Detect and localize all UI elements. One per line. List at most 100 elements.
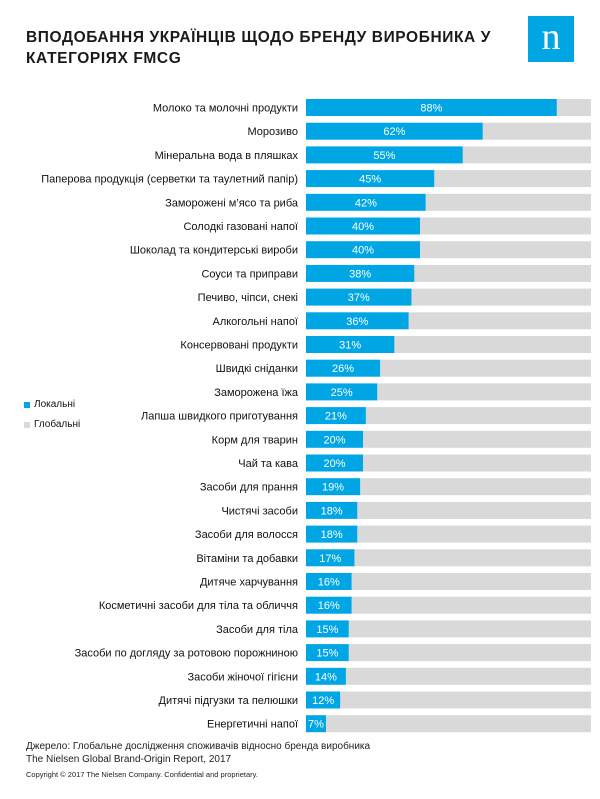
legend: Локальні Глобальні: [24, 398, 80, 438]
category-label: Соуси та приправи: [201, 268, 298, 280]
bar-local: [306, 264, 415, 282]
value-label-local: 38%: [349, 268, 371, 280]
category-label: Засоби жіночої гігієни: [188, 671, 298, 683]
category-label: Заморожена їжа: [214, 387, 299, 399]
bar-local: [306, 170, 435, 188]
category-label: Лапша швидкого приготування: [141, 411, 298, 423]
value-label-local: 31%: [339, 340, 361, 352]
bar-global: [377, 383, 591, 401]
category-label: Паперова продукція (серветки та таулетни…: [41, 174, 298, 186]
value-label-local: 36%: [346, 316, 368, 328]
category-label: Косметичні засоби для тіла та обличчя: [99, 600, 298, 612]
bar-local: [306, 146, 463, 164]
bar-global: [325, 715, 591, 733]
bar-global: [357, 525, 591, 543]
value-label-local: 17%: [319, 553, 341, 565]
category-label: Засоби для волосся: [195, 529, 298, 541]
bar-global: [380, 359, 591, 377]
value-label-local: 16%: [318, 577, 340, 589]
category-label: Енергетичні напої: [207, 719, 298, 731]
category-label: Швидкі сніданки: [216, 363, 298, 375]
value-label-local: 14%: [315, 671, 337, 683]
bar-local: [306, 217, 420, 235]
bar-local: [306, 122, 483, 140]
bar-local: [306, 525, 358, 543]
bar-local: [306, 596, 352, 614]
bar-global: [345, 667, 591, 685]
bar-global: [408, 312, 591, 330]
bar-global: [357, 501, 591, 519]
value-label-local: 20%: [323, 458, 345, 470]
bar-global: [411, 288, 591, 306]
bar-local: [306, 383, 378, 401]
legend-swatch-local: [24, 402, 30, 408]
value-label-local: 16%: [318, 600, 340, 612]
value-label-local: 42%: [355, 197, 377, 209]
value-label-local: 26%: [332, 363, 354, 375]
value-label-local: 21%: [325, 411, 347, 423]
value-label-local: 15%: [316, 648, 338, 660]
category-label: Шоколад та кондитерські вироби: [130, 245, 298, 257]
category-label: Молоко та молочні продукти: [153, 103, 298, 115]
value-label-local: 18%: [321, 529, 343, 541]
bar-global: [348, 644, 591, 662]
value-label-local: 25%: [331, 387, 353, 399]
chart-title: ВПОДОБАННЯ УКРАЇНЦІВ ЩОДО БРЕНДУ ВИРОБНИ…: [26, 29, 491, 67]
category-label: Морозиво: [247, 126, 298, 138]
source-line-1: Джерело: Глобальне дослідження споживачі…: [26, 741, 371, 752]
bar-global: [363, 430, 591, 448]
bar-global: [425, 193, 591, 211]
bar-local: [306, 336, 395, 353]
value-label-local: 62%: [383, 126, 405, 138]
category-label: Дитячі підгузки та пелюшки: [159, 695, 298, 707]
bar-global: [351, 573, 591, 590]
bar-local: [306, 549, 355, 567]
value-label-local: 7%: [308, 719, 324, 731]
category-label: Засоби для прання: [200, 482, 298, 494]
bar-local: [306, 193, 426, 211]
bar-local: [306, 478, 361, 496]
category-label: Засоби по догляду за ротовою порожниною: [75, 648, 298, 660]
value-label-local: 55%: [373, 150, 395, 162]
bar-global: [365, 407, 591, 425]
value-label-local: 12%: [312, 695, 334, 707]
bar-local: [306, 288, 412, 306]
bar-global: [420, 241, 591, 259]
value-label-local: 45%: [359, 174, 381, 186]
bar-local: [306, 573, 352, 590]
bar-local: [306, 99, 557, 116]
bar-global: [354, 549, 591, 567]
bar-global: [434, 170, 591, 188]
category-label: Мінеральна вода в пляшках: [155, 150, 299, 162]
category-label: Заморожені м’ясо та риба: [165, 197, 299, 209]
bar-global: [351, 596, 591, 614]
logo-letter: n: [541, 16, 561, 58]
value-label-local: 37%: [348, 292, 370, 304]
legend-swatch-global: [24, 422, 30, 428]
bar-local: [306, 430, 363, 448]
legend-label-local: Локальні: [34, 399, 76, 410]
bar-local: [306, 407, 366, 425]
bar-local: [306, 359, 381, 377]
bar-global: [340, 691, 591, 709]
bar-global: [556, 99, 591, 116]
value-label-local: 18%: [321, 505, 343, 517]
bar-local: [306, 620, 349, 638]
bar-local: [306, 241, 420, 259]
category-label: Чистячі засоби: [221, 505, 298, 517]
category-label: Вітаміни та добавки: [196, 553, 298, 565]
bar-global: [462, 146, 591, 164]
category-label: Солодкі газовані напої: [183, 221, 298, 233]
bar-global: [394, 336, 591, 353]
bar-global: [363, 454, 591, 472]
value-label-local: 40%: [352, 221, 374, 233]
bar-local: [306, 454, 363, 472]
copyright-text: Copyright © 2017 The Nielsen Company. Co…: [26, 770, 258, 779]
category-label: Печиво, чіпси, снекі: [198, 292, 298, 304]
value-label-local: 15%: [316, 624, 338, 636]
bar-local: [306, 644, 349, 662]
bar-local: [306, 691, 341, 709]
bar-global: [414, 264, 591, 282]
category-label: Корм для тварин: [212, 434, 298, 446]
